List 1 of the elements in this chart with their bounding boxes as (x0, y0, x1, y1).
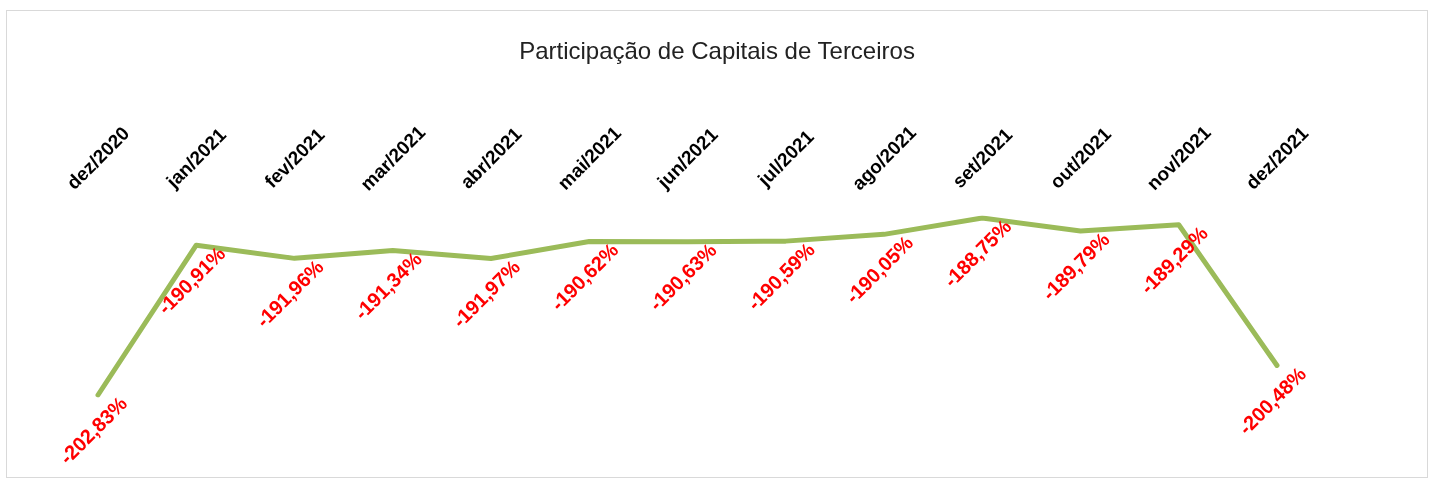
chart-title: Participação de Capitais de Terceiros (519, 36, 915, 64)
